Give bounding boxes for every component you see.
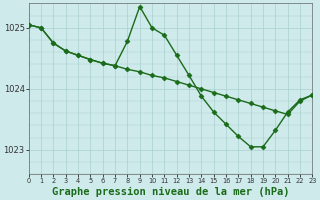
X-axis label: Graphe pression niveau de la mer (hPa): Graphe pression niveau de la mer (hPa) [52, 186, 289, 197]
